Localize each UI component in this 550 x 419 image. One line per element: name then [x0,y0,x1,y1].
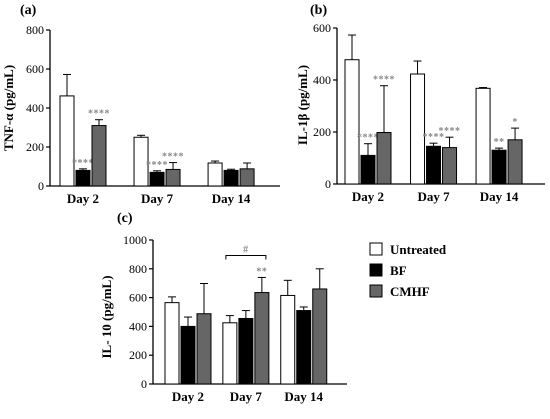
y-tick-label-b: 0 [325,177,331,191]
significance-marker: ** [494,137,505,148]
x-category-label-b: Day 2 [352,189,384,204]
significance-marker: ** [256,266,267,277]
panel-a: (a) TNF-α (pg/mL) 0200400600800********D… [1,3,280,206]
y-tick-label-c: 800 [129,262,147,276]
bar-b-day2-bf [360,154,376,185]
legend: Untreated BF CMHF [369,242,447,299]
bracket-marker: # [243,244,249,255]
significance-marker: **** [439,126,461,137]
bar-b-day14-cmhf [507,139,523,185]
x-category-label-c: Day 7 [230,389,263,404]
significance-marker: **** [357,133,379,144]
y-tick-label-c: 400 [129,319,147,333]
legend-swatch-cmhf [369,284,383,298]
panel-c-plot: 0 200 400 600 800 1000 Day 2 ** # Day 7 Day 14 [123,233,347,404]
x-category-label-b: Day 14 [480,189,519,204]
bar-b-day7-bf [426,145,442,185]
bar-b-day7-untreated [410,73,426,185]
x-category-label-a: Day 7 [141,191,174,206]
panel-c: (c) IL- 10 (pg/mL) 0 200 400 600 800 1000 Day … [99,211,347,404]
panel-b-label: (b) [310,3,327,18]
x-category-label-a: Day 2 [67,191,99,206]
significance-marker: **** [373,75,395,86]
y-tick-label-a: 0 [38,179,44,193]
bar-b-day2-untreated [344,59,360,185]
y-tick-label-b: 200 [313,125,331,139]
y-tick-label-c: 1000 [123,233,147,247]
significance-marker: **** [423,132,445,143]
x-category-label-a: Day 14 [212,191,251,206]
significance-bracket [225,254,267,260]
legend-label-cmhf: CMHF [390,284,430,299]
y-tick-label-c: 600 [129,291,147,305]
bar-a-day2-untreated [59,95,75,187]
y-tick-label-a: 600 [26,62,44,76]
bar-a-day2-bf [75,169,91,187]
bar-c-day7-cmhf [254,292,270,385]
bar-b-day2-cmhf [376,132,392,185]
panel-b: (b) IL-1β (pg/mL) 0200400600********Day … [295,3,545,204]
legend-label-bf: BF [390,263,407,278]
y-tick-label-b: 400 [313,73,331,87]
bar-c-day14-cmhf [312,288,328,385]
x-category-label-c: Day 14 [284,389,323,404]
y-tick-label-c: 0 [141,377,147,391]
x-category-label-b: Day 7 [417,189,450,204]
bar-a-day14-bf [223,169,239,187]
bar-b-day14-untreated [475,87,491,185]
y-tick-label-a: 200 [26,140,44,154]
y-tick-label-a: 800 [26,23,44,37]
panel-a-label: (a) [20,3,37,18]
x-category-label-c: Day 2 [172,389,204,404]
bar-a-day14-untreated [207,162,223,187]
panel-a-ylabel: TNF-α (pg/mL) [1,65,16,151]
bar-b-day7-cmhf [442,147,458,185]
legend-label-untreated: Untreated [390,242,447,257]
bar-c-day14-untreated [280,294,296,385]
bar-b-day14-bf [491,149,507,185]
bar-a-day14-cmhf [239,168,255,187]
legend-swatch-untreated [369,242,383,256]
y-tick-label-a: 400 [26,101,44,115]
panel-c-label: (c) [117,211,133,226]
bar-c-day7-bf [238,317,254,385]
y-tick-label-c: 200 [129,348,147,362]
bar-a-day7-cmhf [165,168,181,187]
panel-c-ylabel: IL- 10 (pg/mL) [99,275,114,358]
bar-c-day14-bf [296,310,312,385]
y-tick-label-b: 600 [313,21,331,35]
bar-c-day7-untreated [222,322,238,385]
significance-marker: **** [88,109,110,120]
significance-marker: * [512,117,518,128]
bar-c-day2-bf [180,325,196,385]
bar-a-day2-cmhf [91,125,107,187]
bar-c-day2-cmhf [196,313,212,385]
legend-swatch-bf [369,263,383,277]
significance-marker: **** [72,158,94,169]
panel-b-ylabel: IL-1β (pg/mL) [295,65,310,145]
bar-a-day7-bf [149,171,165,187]
significance-marker: **** [146,160,168,171]
bar-c-day2-untreated [164,302,180,385]
significance-marker: **** [162,152,184,163]
